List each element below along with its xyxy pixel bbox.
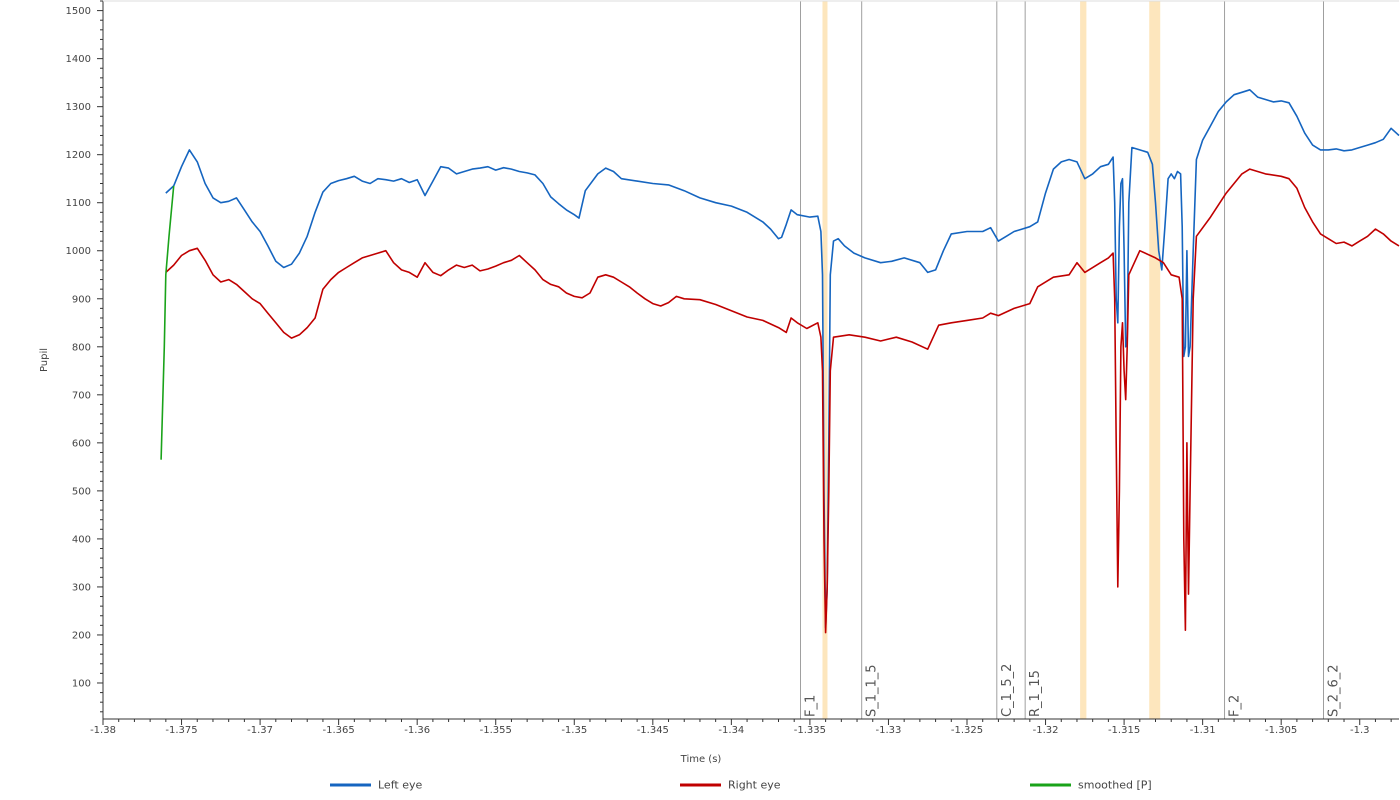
legend-label-right-eye: Right eye bbox=[728, 779, 781, 792]
y-tick-label: 100 bbox=[72, 678, 91, 689]
x-tick-label: -1.305 bbox=[1265, 725, 1297, 736]
event-label-f-1: F_1 bbox=[803, 695, 818, 717]
y-tick-label: 1100 bbox=[66, 198, 91, 209]
x-tick-label: -1.325 bbox=[951, 725, 983, 736]
series-line-right-eye bbox=[165, 168, 1400, 634]
x-axis-title: Time (s) bbox=[680, 754, 722, 765]
axes bbox=[102, 0, 1399, 720]
series-lines bbox=[160, 89, 1400, 634]
y-tick-label: 1400 bbox=[66, 54, 91, 65]
legend: Left eye Right eye smoothed [P] bbox=[330, 779, 1152, 792]
y-axis-title: Pupil bbox=[39, 348, 50, 372]
series-line-left-eye bbox=[165, 89, 1400, 629]
event-label-s-1-1-5: S_1_1_5 bbox=[865, 664, 880, 717]
x-tick-label: -1.315 bbox=[1108, 725, 1140, 736]
event-label-r-1-15: R_1_15 bbox=[1028, 670, 1043, 717]
blink-band-1 bbox=[822, 1, 828, 719]
x-tick-label: -1.38 bbox=[90, 725, 116, 736]
x-tick-label: -1.32 bbox=[1033, 725, 1059, 736]
x-tick-label: -1.37 bbox=[247, 725, 273, 736]
y-tick-label: 1500 bbox=[66, 6, 91, 17]
x-tick-label: -1.35 bbox=[561, 725, 587, 736]
y-tick-label: 1000 bbox=[66, 246, 91, 257]
x-tick-label: -1.375 bbox=[165, 725, 197, 736]
y-tick-label: 500 bbox=[72, 486, 91, 497]
blink-bands bbox=[822, 1, 1161, 719]
y-tick-label: 400 bbox=[72, 534, 91, 545]
y-tick-label: 700 bbox=[72, 390, 91, 401]
x-tick-label: -1.34 bbox=[718, 725, 744, 736]
x-tick-label: -1.33 bbox=[876, 725, 902, 736]
x-tick-label: -1.345 bbox=[637, 725, 669, 736]
event-markers: F_1 S_1_1_5 C_1_5_2 R_1_15 F_2 S_2_6_2 bbox=[800, 1, 1342, 719]
x-tick-label: -1.31 bbox=[1190, 725, 1216, 736]
y-ticks: 100 200 300 400 500 600 700 800 900 1000 1100 1200 1… bbox=[66, 0, 103, 713]
x-tick-label: -1.335 bbox=[794, 725, 826, 736]
x-tick-label: -1.36 bbox=[404, 725, 430, 736]
y-tick-label: 1200 bbox=[66, 150, 91, 161]
y-tick-label: 200 bbox=[72, 630, 91, 641]
event-label-s-2-6-2: S_2_6_2 bbox=[1327, 664, 1342, 717]
y-tick-label: 800 bbox=[72, 342, 91, 353]
series-line-smoothed-p bbox=[160, 185, 175, 460]
y-tick-label: 1300 bbox=[66, 102, 91, 113]
blink-band-2 bbox=[1080, 1, 1087, 719]
legend-label-left-eye: Left eye bbox=[378, 779, 422, 792]
event-label-c-1-5-2: C_1_5_2 bbox=[1000, 664, 1015, 717]
y-tick-label: 600 bbox=[72, 438, 91, 449]
legend-label-smoothed-p: smoothed [P] bbox=[1078, 779, 1152, 792]
blink-band-3 bbox=[1149, 1, 1161, 719]
x-tick-label: -1.365 bbox=[323, 725, 355, 736]
y-tick-label: 900 bbox=[72, 294, 91, 305]
event-label-f-2: F_2 bbox=[1228, 695, 1243, 717]
y-tick-label: 300 bbox=[72, 582, 91, 593]
x-tick-label: -1.3 bbox=[1350, 725, 1370, 736]
x-tick-label: -1.355 bbox=[480, 725, 512, 736]
x-ticks: -1.38 -1.375 -1.37 -1.365 -1.36 -1.355 -1.35 -1… bbox=[90, 719, 1392, 736]
